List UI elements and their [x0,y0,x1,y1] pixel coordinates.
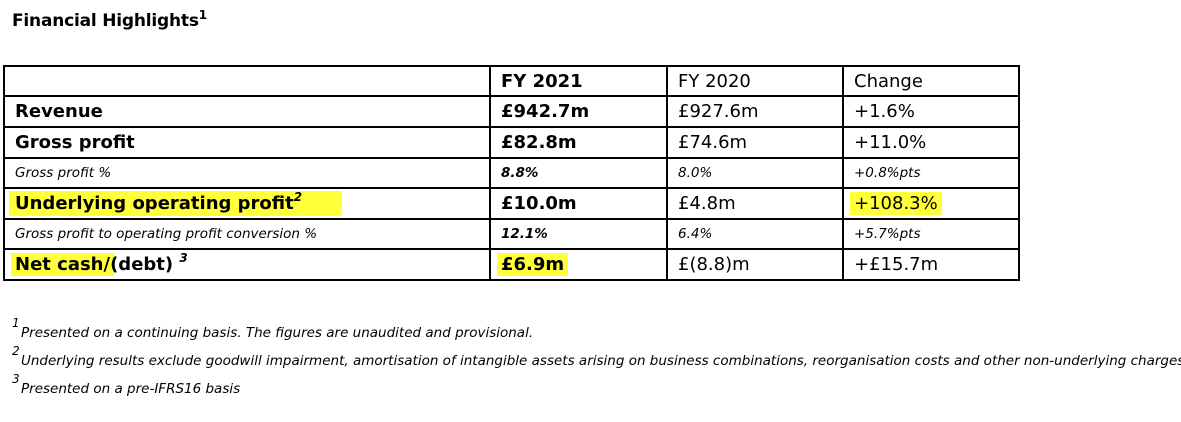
cell-fy2020: £927.6m [666,95,844,128]
cell-change: +0.8%pts [842,157,1020,189]
cell-fy2020: £4.8m [666,187,844,220]
header-cell-label [3,65,491,97]
cell-fy2020: 8.0% [666,157,844,189]
row-label: Gross profit % [3,157,491,189]
cell-fy2021: £82.8m [489,126,668,159]
cell-fy2021: £6.9m [489,248,668,281]
row-label: Gross profit to operating profit convers… [3,218,491,250]
cell-fy2021: £10.0m [489,187,668,220]
cell-fy2020: £74.6m [666,126,844,159]
highlighted-label: Underlying operating profit2 [9,190,343,216]
row-label-text: Net cash [15,254,104,275]
table-row-underlying-operating-profit: Underlying operating profit2 £10.0m £4.8… [3,187,1020,220]
row-label-debt: (debt) [110,254,174,275]
footnote-text: Presented on a pre-IFRS16 basis [21,381,241,397]
header-cell-fy2021: FY 2021 [489,65,668,97]
table-row-conversion-pct: Gross profit to operating profit convers… [3,218,1020,250]
highlighted-change: +108.3% [850,192,942,215]
footnote-number: 3 [12,372,20,386]
footnote-marker: 2 [293,190,303,204]
cell-change: +11.0% [842,126,1020,159]
cell-change: +108.3% [842,187,1020,220]
footnote-marker: 3 [179,251,188,265]
cell-fy2021: 12.1% [489,218,668,250]
row-label: Revenue [3,95,491,128]
header-cell-fy2020: FY 2020 [666,65,844,97]
footnote-number: 1 [12,316,20,330]
title-text: Financial Highlights [12,11,199,31]
cell-change: +£15.7m [842,248,1020,281]
highlighted-label: Net cash/ [11,253,115,276]
footnote-text: Presented on a continuing basis. The fig… [21,325,534,341]
cell-change: +1.6% [842,95,1020,128]
table-row-gross-profit-pct: Gross profit % 8.8% 8.0% +0.8%pts [3,157,1020,189]
table-row-gross-profit: Gross profit £82.8m £74.6m +11.0% [3,126,1020,159]
cell-fy2021: 8.8% [489,157,668,189]
header-cell-change: Change [842,65,1020,97]
cell-fy2020: 6.4% [666,218,844,250]
footnote-text: Underlying results exclude goodwill impa… [21,353,1181,369]
page-title: Financial Highlights1 [12,8,207,31]
cell-fy2021: £942.7m [489,95,668,128]
table-header-row: FY 2021 FY 2020 Change [3,65,1020,97]
title-footnote-marker: 1 [198,8,207,22]
row-label: Gross profit [3,126,491,159]
cell-change: +5.7%pts [842,218,1020,250]
row-label-text: Underlying operating profit [15,193,294,214]
footnote-number: 2 [12,344,20,358]
table-row-revenue: Revenue £942.7m £927.6m +1.6% [3,95,1020,128]
table-row-net-cash: Net cash/(debt) 3 £6.9m £(8.8)m +£15.7m [3,248,1020,281]
cell-fy2020: £(8.8)m [666,248,844,281]
financial-highlights-table: FY 2021 FY 2020 Change Revenue £942.7m £… [3,65,1020,281]
row-label: Underlying operating profit2 [3,187,491,220]
row-label: Net cash/(debt) 3 [3,248,491,281]
row-label-slash: / [103,254,111,275]
highlighted-value: £6.9m [497,253,569,276]
